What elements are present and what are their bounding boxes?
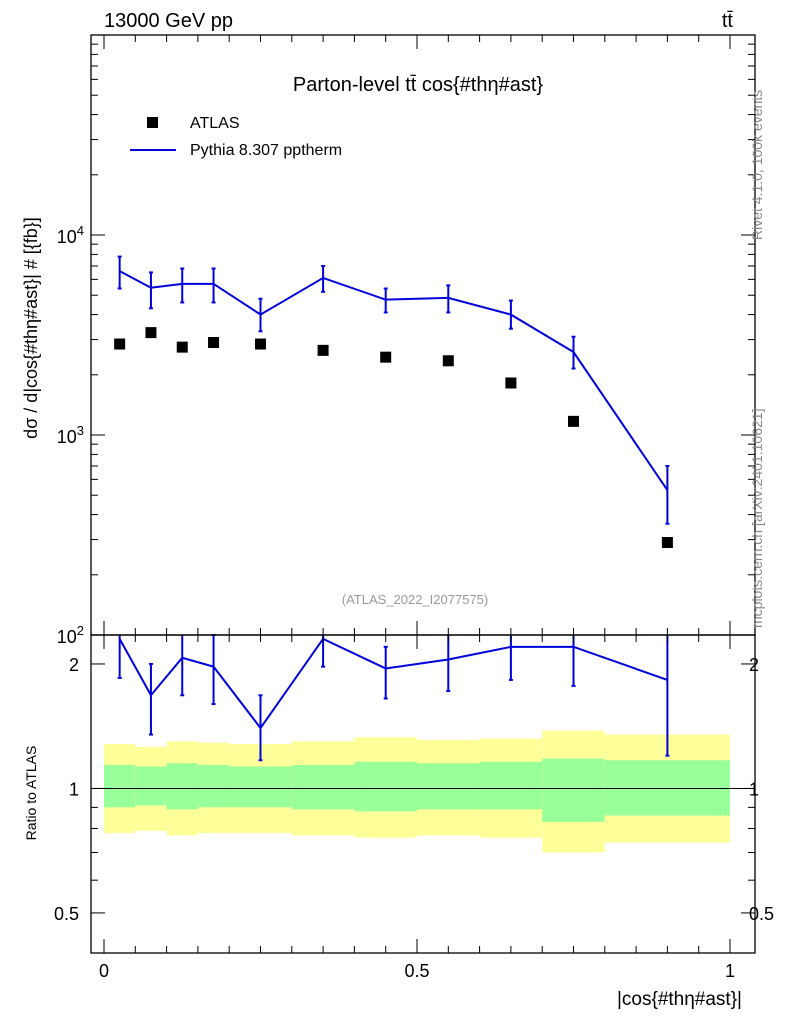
x-tick-label: 1 bbox=[725, 961, 735, 981]
data-point bbox=[442, 355, 454, 367]
mc-line bbox=[119, 270, 669, 491]
ratio-band-inner bbox=[197, 764, 230, 808]
data-point bbox=[317, 344, 329, 356]
data-point bbox=[208, 337, 220, 349]
y-tick-label: 103 bbox=[57, 423, 84, 447]
x-tick-label: 0 bbox=[99, 961, 109, 981]
ratio-y-tick-label-right: 0.5 bbox=[749, 904, 774, 924]
ratio-band-inner bbox=[229, 766, 292, 808]
data-series bbox=[114, 327, 673, 549]
ratio-band-inner bbox=[479, 761, 543, 810]
data-point bbox=[145, 327, 157, 339]
ratio-y-tick-label: 2 bbox=[69, 655, 79, 675]
y-tick-label: 104 bbox=[57, 223, 84, 247]
x-tick-label: 0.5 bbox=[404, 961, 429, 981]
legend-label-pythia: Pythia 8.307 pptherm bbox=[190, 142, 342, 159]
x-axis-label: |cos{#thη#ast}| bbox=[617, 989, 742, 1010]
data-point bbox=[176, 341, 188, 353]
rivet-version-label: Rivet 4.1.0, 100k events bbox=[749, 90, 765, 240]
ratio-y-axis-label: Ratio to ATLAS bbox=[23, 746, 39, 841]
data-point bbox=[380, 351, 392, 363]
process-label: tt̄ bbox=[722, 10, 734, 32]
energy-label: 13000 GeV pp bbox=[104, 10, 233, 32]
ratio-band-inner bbox=[104, 764, 136, 808]
ratio-line bbox=[118, 637, 668, 730]
mc-series bbox=[117, 255, 670, 525]
ratio-y-axis: 0.5 0.5 1 1 2 2 bbox=[54, 655, 774, 924]
source-label: mcplots.cern.ch [arXiv:2401.10621] bbox=[749, 409, 765, 628]
ratio-plot-frame bbox=[90, 634, 756, 954]
legend: ATLAS Pythia 8.307 pptherm bbox=[130, 115, 342, 159]
y-tick-label: 102 bbox=[57, 623, 84, 647]
ratio-y-tick-label: 1 bbox=[69, 779, 79, 799]
main-y-axis: 102 103 104 bbox=[57, 43, 755, 647]
ratio-uncertainty-bands bbox=[104, 730, 730, 853]
data-point bbox=[114, 338, 126, 350]
data-point bbox=[568, 415, 579, 427]
ratio-y-tick-label: 0.5 bbox=[54, 904, 79, 924]
ratio-band-inner bbox=[135, 766, 167, 806]
ratio-band-inner bbox=[291, 764, 355, 810]
ratio-band-inner bbox=[354, 761, 417, 812]
ratio-band-inner bbox=[542, 758, 605, 822]
plot-title: Parton-level tt̄ cos{#thη#ast} bbox=[293, 74, 543, 96]
data-point bbox=[505, 377, 517, 389]
x-axis: 0 0.5 1 bbox=[99, 35, 735, 981]
ratio-band-inner bbox=[166, 763, 198, 810]
ratio-y-tick-label-right: 2 bbox=[749, 655, 759, 675]
ratio-y-tick-label-right: 1 bbox=[749, 779, 759, 799]
ratio-band-inner bbox=[604, 760, 730, 816]
legend-marker-atlas bbox=[147, 117, 158, 128]
ratio-series bbox=[117, 634, 670, 762]
analysis-tag: (ATLAS_2022_I2077575) bbox=[342, 592, 488, 607]
data-point bbox=[661, 537, 673, 549]
data-point bbox=[255, 338, 266, 350]
y-axis-label: dσ / d|cos{#thη#ast}| # [{fb}] bbox=[21, 217, 41, 439]
ratio-band-inner bbox=[417, 763, 480, 810]
legend-label-atlas: ATLAS bbox=[190, 115, 240, 132]
